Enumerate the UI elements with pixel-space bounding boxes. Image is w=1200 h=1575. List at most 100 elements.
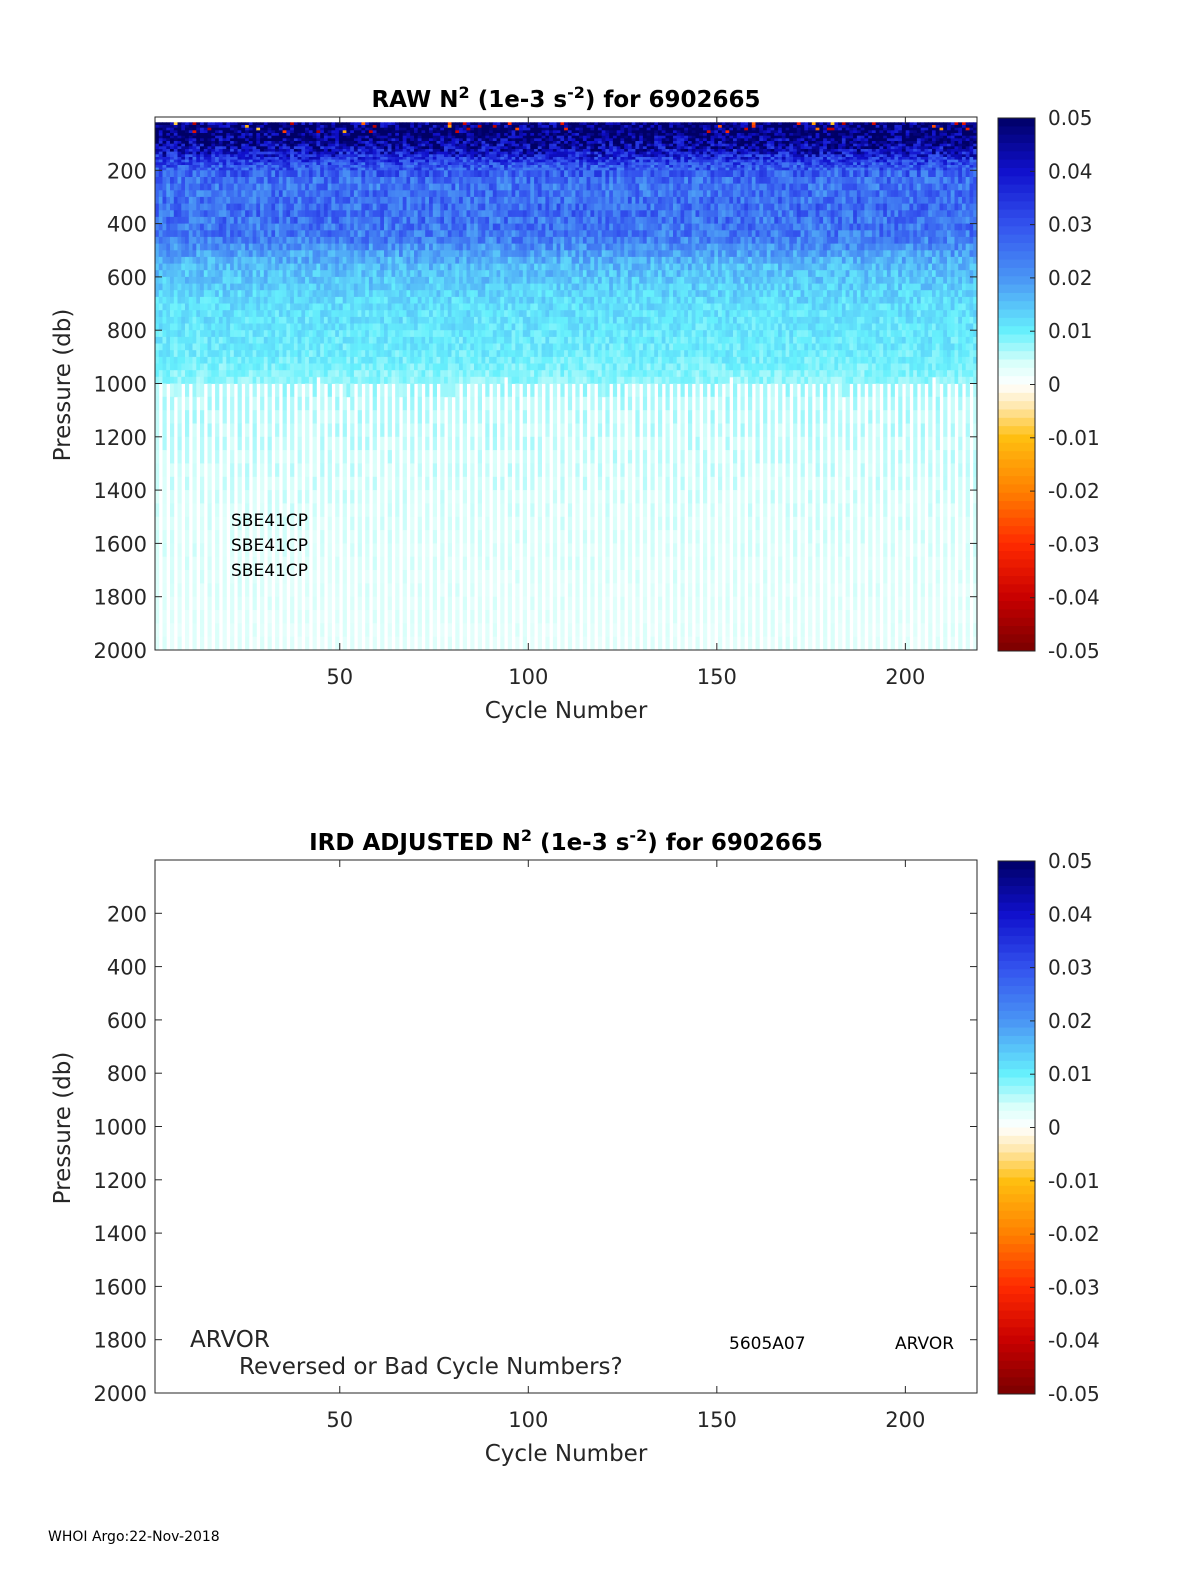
heatmap-cell: [444, 263, 449, 271]
heatmap-cell: [376, 159, 381, 163]
heatmap-cell: [350, 583, 355, 598]
heatmap-cell: [335, 490, 340, 504]
heatmap-cell: [237, 303, 242, 311]
heatmap-cell: [222, 170, 227, 178]
heatmap-cell: [440, 125, 445, 129]
heatmap-cell: [301, 223, 306, 231]
heatmap-cell: [282, 149, 287, 153]
heatmap-cell: [245, 141, 250, 145]
heatmap-cell: [399, 336, 404, 344]
heatmap-cell: [271, 303, 276, 311]
heatmap-cell: [200, 310, 205, 318]
heatmap-cell: [230, 270, 235, 278]
heatmap-cell: [230, 177, 235, 185]
heatmap-cell: [177, 135, 182, 139]
heatmap-cell: [290, 450, 295, 464]
heatmap-cell: [155, 356, 160, 364]
heatmap-cell: [218, 216, 223, 224]
heatmap-cell: [406, 323, 411, 331]
heatmap-cell: [203, 133, 208, 137]
heatmap-cell: [323, 330, 329, 338]
heatmap-cell: [241, 376, 246, 384]
heatmap-cell: [335, 610, 340, 624]
heatmap-cell: [271, 243, 276, 251]
heatmap-cell: [215, 296, 220, 304]
heatmap-cell: [155, 190, 160, 198]
heatmap-cell: [293, 223, 299, 231]
heatmap-cell: [365, 157, 370, 161]
heatmap-cell: [305, 138, 310, 142]
heatmap-cell: [380, 125, 385, 129]
heatmap-cell: [196, 383, 201, 398]
heatmap-cell: [331, 151, 336, 155]
heatmap-cell: [267, 122, 272, 126]
heatmap-cell: [342, 133, 347, 137]
heatmap-cell: [357, 154, 362, 158]
heatmap-cell: [357, 330, 362, 338]
heatmap-cell: [421, 170, 426, 178]
heatmap-cell: [372, 636, 377, 651]
heatmap-cell: [402, 190, 407, 198]
heatmap-cell: [207, 149, 212, 153]
heatmap-cell: [215, 556, 220, 571]
heatmap-cell: [421, 363, 426, 371]
heatmap-cell: [399, 135, 404, 139]
heatmap-cell: [173, 236, 178, 244]
heatmap-cell: [357, 490, 362, 504]
heatmap-cell: [230, 143, 235, 147]
heatmap-cell: [275, 159, 280, 163]
heatmap-cell: [162, 167, 167, 171]
heatmap-cell: [459, 141, 464, 145]
heatmap-cell: [380, 203, 385, 211]
heatmap-cell: [391, 316, 396, 324]
heatmap-cell: [395, 165, 400, 169]
heatmap-cell: [455, 216, 460, 224]
heatmap-cell: [248, 170, 253, 178]
heatmap-cell: [368, 296, 374, 304]
heatmap-cell: [166, 250, 171, 258]
heatmap-cell: [353, 196, 359, 204]
heatmap-cell: [406, 159, 411, 163]
heatmap-cell: [290, 516, 295, 531]
heatmap-cell: [353, 350, 359, 358]
heatmap-cell: [158, 243, 163, 251]
heatmap-cell: [395, 376, 400, 384]
heatmap-cell: [267, 623, 272, 637]
heatmap-cell: [312, 350, 317, 358]
heatmap-cell: [323, 190, 329, 198]
heatmap-cell: [380, 350, 385, 358]
heatmap-cell: [459, 196, 464, 204]
heatmap-cell: [286, 183, 291, 191]
heatmap-cell: [342, 243, 347, 251]
heatmap-cell: [353, 270, 359, 278]
heatmap-cell: [275, 162, 280, 166]
heatmap-cell: [395, 436, 400, 451]
heatmap-cell: [226, 216, 231, 224]
heatmap-cell: [192, 623, 197, 637]
heatmap-cell: [305, 151, 310, 155]
heatmap-cell: [402, 516, 407, 531]
heatmap-cell: [414, 151, 419, 155]
heatmap-cell: [395, 250, 400, 258]
heatmap-cell: [447, 423, 452, 438]
heatmap-cell: [305, 230, 310, 238]
heatmap-cell: [451, 316, 456, 324]
heatmap-cell: [444, 356, 449, 364]
heatmap-cell: [346, 276, 351, 284]
heatmap-cell: [462, 167, 467, 171]
heatmap-cell: [207, 196, 212, 204]
heatmap-cell: [185, 530, 190, 544]
heatmap-cell: [372, 363, 377, 371]
heatmap-cell: [170, 530, 175, 544]
heatmap-cell: [417, 130, 422, 134]
heatmap-cell: [399, 296, 404, 304]
heatmap-cell: [447, 125, 452, 129]
heatmap-cell: [368, 276, 374, 284]
heatmap-cell: [203, 330, 208, 338]
heatmap-cell: [275, 223, 280, 231]
heatmap-cell: [320, 476, 325, 491]
heatmap-cell: [335, 410, 340, 424]
heatmap-cell: [166, 177, 171, 185]
heatmap-cell: [429, 330, 434, 338]
heatmap-cell: [447, 583, 452, 598]
